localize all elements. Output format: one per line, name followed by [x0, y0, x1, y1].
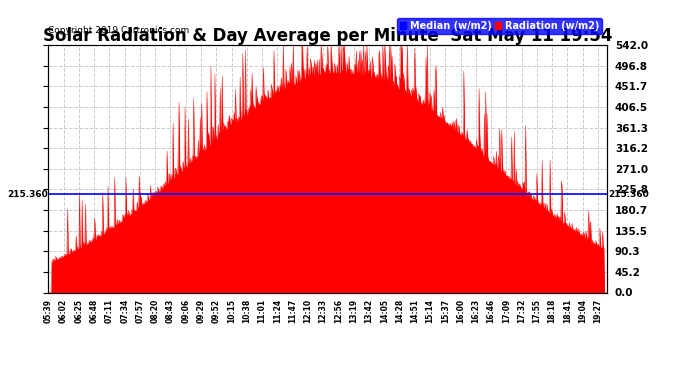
Legend: Median (w/m2), Radiation (w/m2): Median (w/m2), Radiation (w/m2) — [397, 18, 602, 33]
Title: Solar Radiation & Day Average per Minute  Sat May 11 19:54: Solar Radiation & Day Average per Minute… — [43, 27, 613, 45]
Text: Copyright 2019 Cartronics.com: Copyright 2019 Cartronics.com — [48, 26, 190, 35]
Text: 215.360: 215.360 — [7, 190, 48, 199]
Text: 215.360: 215.360 — [608, 190, 649, 199]
